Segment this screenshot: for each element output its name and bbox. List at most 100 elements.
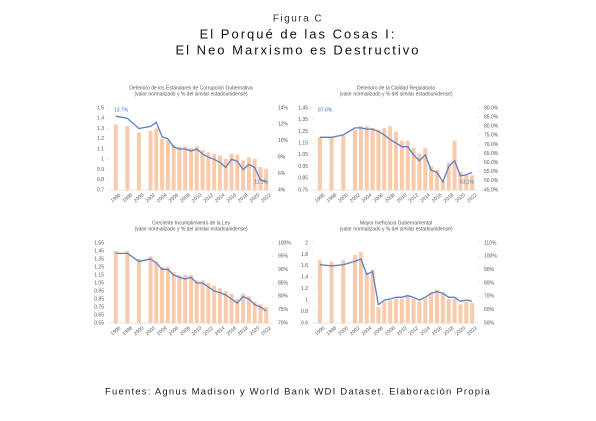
x-tick-label: 1996 (110, 192, 123, 204)
y2-tick-label: 4% (278, 187, 286, 193)
y-tick-label: 0.95 (298, 164, 308, 170)
y2-tick-label: 100% (278, 240, 291, 246)
bar (200, 280, 205, 323)
bar (154, 128, 159, 190)
y-tick-label: 0.65 (94, 312, 104, 318)
bar (160, 267, 165, 323)
x-tick-label: 2022 (260, 325, 273, 337)
bar (364, 272, 369, 323)
bar (452, 140, 457, 190)
y-tick-label: 1.35 (298, 117, 308, 123)
y-tick-label: 0.8 (301, 309, 308, 315)
bar (329, 137, 334, 190)
x-tick-label: 2010 (191, 192, 204, 204)
x-tick-label: 1998 (121, 192, 134, 204)
bar (423, 148, 428, 190)
bar (136, 259, 141, 323)
bar (434, 289, 440, 323)
x-tick-label: 2012 (408, 192, 421, 204)
x-tick-label: 2016 (431, 192, 444, 204)
x-tick-label: 2002 (349, 192, 362, 204)
x-tick-label: 2020 (249, 192, 262, 204)
y-tick-label: 1.2 (97, 136, 104, 142)
chart-subtitle: (valor normalizado y % del similar estad… (339, 226, 452, 232)
line (115, 252, 267, 312)
y-tick-label: 2 (305, 240, 308, 246)
annotation: 11.1% (254, 179, 268, 185)
x-tick-label: 2004 (361, 325, 374, 337)
x-tick-label: 2004 (156, 192, 169, 204)
bar (352, 255, 358, 323)
x-tick-label: 1996 (110, 325, 123, 337)
y-tick-label: 1 (101, 157, 104, 163)
y-tick-label: 0.9 (97, 167, 104, 173)
bar (382, 301, 387, 323)
y2-tick-label: 90% (484, 267, 495, 273)
bar (429, 292, 434, 323)
y-tick-label: 1.3 (97, 126, 104, 132)
y-tick-label: 0.75 (94, 304, 104, 310)
y2-tick-label: 14% (278, 105, 289, 111)
y2-tick-label: 90.0% (484, 105, 499, 111)
y2-tick-label: 85.0% (484, 114, 499, 120)
y-tick-label: 0.7 (97, 187, 104, 193)
line (319, 258, 473, 306)
bar (125, 251, 130, 323)
y2-tick-label: 95% (278, 254, 289, 260)
annotation: 87.6% (318, 107, 333, 113)
y-tick-label: 1.05 (94, 280, 104, 286)
bar (464, 301, 469, 323)
y-tick-label: 1.4 (301, 275, 308, 281)
chart-title: Creciente Incumplimiento de la Ley (152, 220, 231, 226)
x-tick-label: 2018 (237, 325, 250, 337)
annotation: 53.1% (460, 179, 475, 185)
y-tick-label: 0.85 (94, 296, 104, 302)
x-tick-label: 2012 (202, 325, 215, 337)
x-tick-label: 2022 (466, 192, 479, 204)
bar (113, 251, 118, 323)
bar (235, 299, 240, 323)
bar (212, 153, 217, 190)
y-tick-label: 0.55 (94, 320, 104, 326)
y-tick-label: 1.4 (97, 116, 104, 122)
y-tick-label: 0.6 (301, 320, 308, 326)
bar (358, 126, 363, 190)
bar (252, 301, 257, 323)
title: El Neo Marxismo es Destructivo (176, 42, 421, 57)
y-tick-label: 1.05 (298, 152, 308, 158)
bar (446, 162, 451, 190)
y-tick-label: 0.85 (298, 176, 308, 182)
bar (194, 146, 199, 190)
bar (223, 291, 228, 323)
x-tick-label: 2008 (384, 325, 397, 337)
bar (382, 128, 387, 190)
y2-tick-label: 60.0% (484, 160, 499, 166)
bar (136, 132, 141, 190)
bar (188, 148, 194, 190)
y2-tick-label: 80.0% (484, 124, 499, 130)
chart-subtitle: (valor normalizado y % del similar estad… (134, 91, 247, 97)
footer: Fuentes: Agnus Madison y World Bank WDI … (105, 387, 491, 398)
bar (206, 283, 211, 323)
bar (393, 299, 399, 323)
x-tick-label: 2006 (168, 325, 181, 337)
x-tick-label: 2006 (372, 325, 385, 337)
y-tick-label: 1.45 (94, 248, 104, 254)
bar (317, 260, 322, 323)
x-tick-label: 2004 (361, 192, 374, 204)
bar (364, 126, 369, 190)
bar (358, 252, 363, 323)
x-tick-label: 2018 (237, 192, 250, 204)
x-tick-label: 2000 (337, 192, 350, 204)
bar (264, 168, 269, 190)
bar (125, 126, 130, 190)
x-tick-label: 2010 (191, 325, 204, 337)
y2-tick-label: 85% (278, 280, 289, 286)
x-tick-label: 1996 (314, 192, 327, 204)
bar (405, 140, 410, 190)
x-tick-label: 2006 (372, 192, 385, 204)
bar (411, 148, 416, 190)
bar (217, 288, 222, 323)
y2-tick-label: 65.0% (484, 151, 499, 157)
x-tick-label: 2016 (226, 192, 239, 204)
